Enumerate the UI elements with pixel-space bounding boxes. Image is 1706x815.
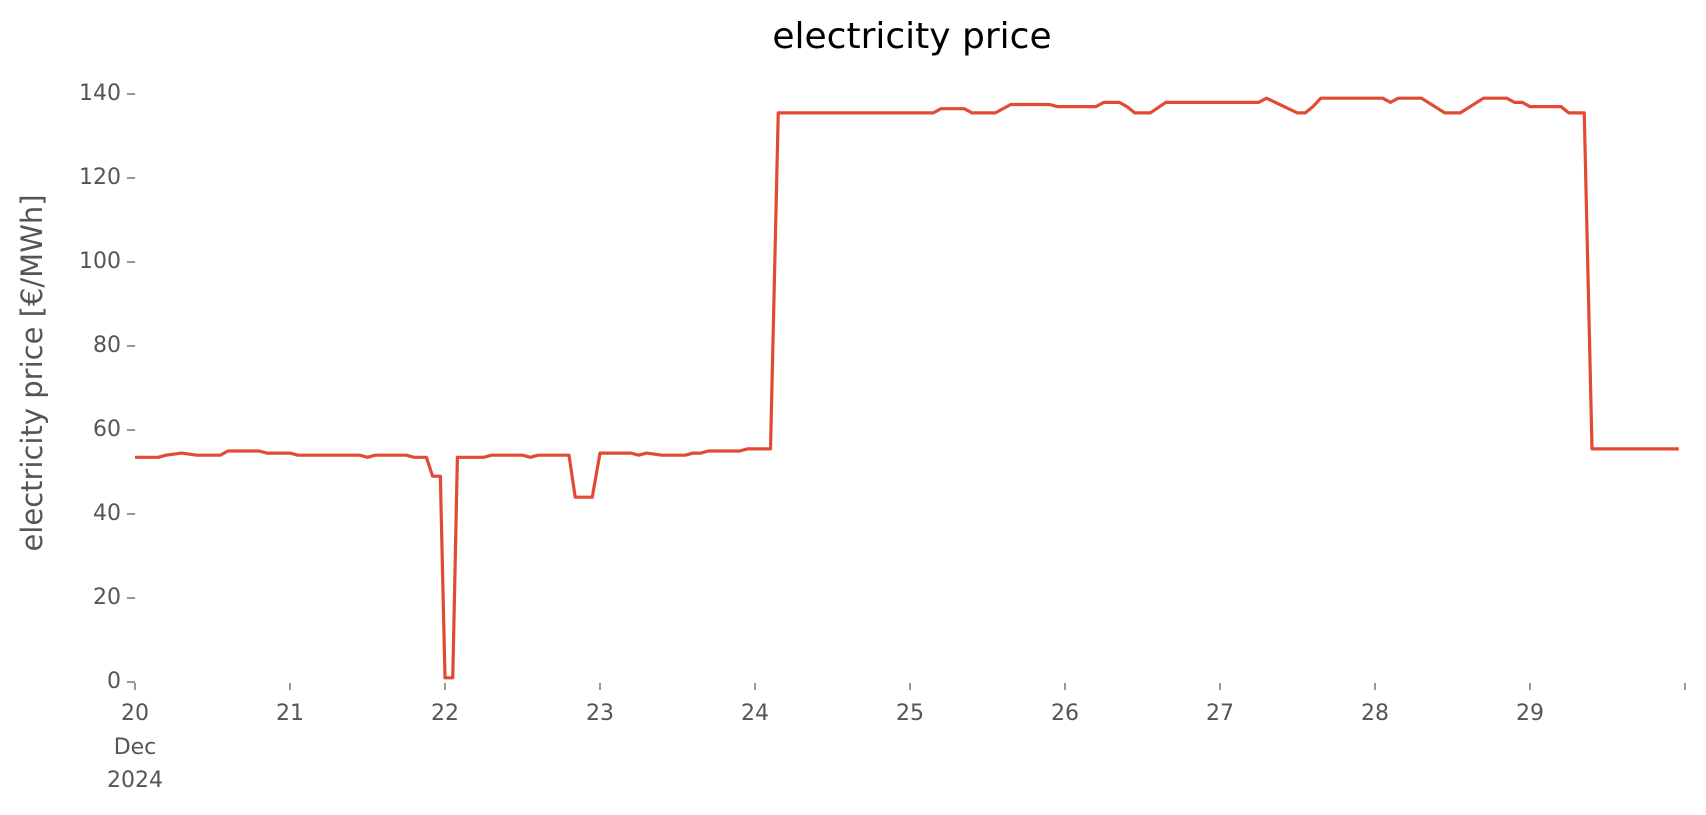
y-tick-label: 60 — [93, 417, 121, 442]
chart-title: electricity price — [772, 16, 1051, 57]
y-tick-label: 120 — [79, 165, 121, 190]
x-tick-sublabel: Dec — [114, 735, 157, 760]
x-tick-label: 23 — [586, 701, 614, 726]
x-tick-label: 20 — [121, 701, 149, 726]
y-tick-label: 40 — [93, 501, 121, 526]
x-tick-label: 21 — [276, 701, 304, 726]
x-tick-label: 22 — [431, 701, 459, 726]
y-tick-label: 80 — [93, 333, 121, 358]
x-tick-label: 24 — [741, 701, 769, 726]
x-tick-label: 28 — [1361, 701, 1389, 726]
x-tick-label: 27 — [1206, 701, 1234, 726]
x-tick-label: 29 — [1516, 701, 1544, 726]
price-line — [135, 96, 1679, 680]
x-tick-sublabel: 2024 — [107, 768, 163, 793]
y-axis-label: electricity price [€/MWh] — [15, 194, 49, 551]
y-tick-label: 100 — [79, 249, 121, 274]
y-tick-label: 140 — [79, 81, 121, 106]
x-tick-label: 25 — [896, 701, 924, 726]
x-tick-label: 26 — [1051, 701, 1079, 726]
y-tick-label: 0 — [107, 669, 121, 694]
y-tick-label: 20 — [93, 585, 121, 610]
